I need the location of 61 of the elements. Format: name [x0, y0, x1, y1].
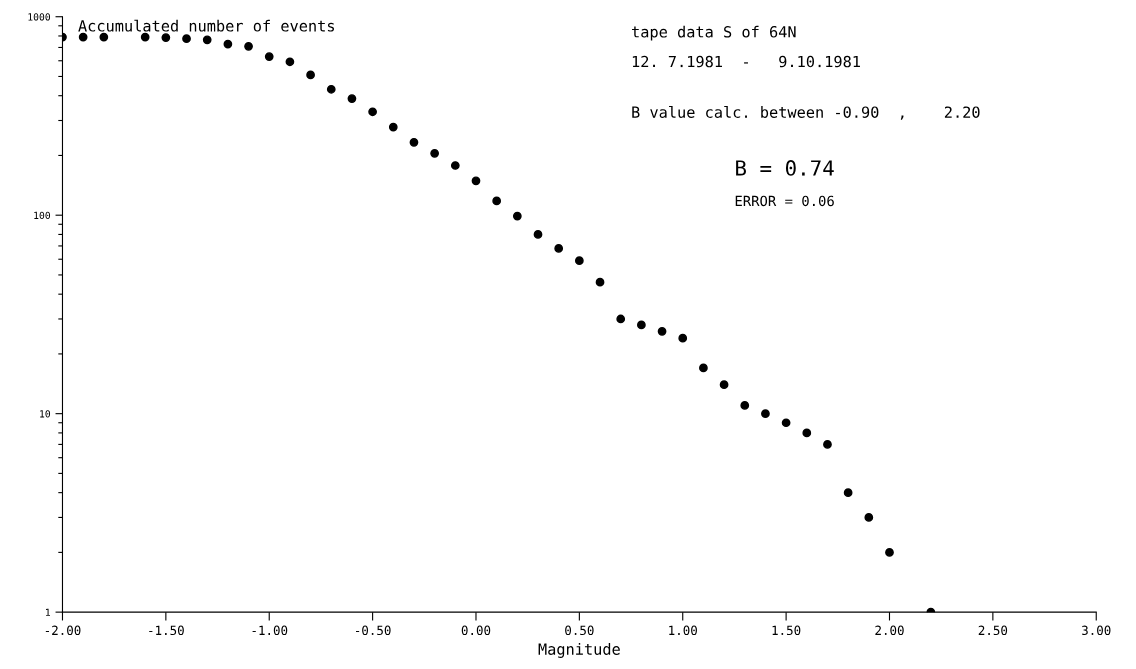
point [678, 333, 688, 343]
point [430, 148, 440, 158]
y-tick-label: 10 [40, 410, 51, 418]
x-axis-title: Magnitude [538, 643, 620, 658]
point [595, 277, 605, 287]
y-tick-label: 1000 [28, 13, 51, 21]
x-tick-label: 2.00 [875, 625, 904, 636]
point [409, 137, 419, 147]
x-tick-label: 3.00 [1082, 625, 1111, 636]
point [182, 34, 191, 44]
y-tick-label: 1 [45, 608, 51, 616]
x-tick-label: -1.50 [149, 625, 184, 636]
point [740, 401, 750, 410]
point [699, 363, 708, 373]
point [533, 230, 543, 239]
point [512, 211, 522, 221]
point [657, 326, 667, 336]
point [388, 122, 398, 132]
x-tick-label: 0.50 [565, 625, 594, 636]
point [492, 196, 502, 206]
point [140, 32, 150, 42]
point [347, 94, 357, 103]
point [306, 70, 315, 80]
x-tick-label: -2.00 [45, 625, 81, 636]
point [864, 513, 874, 522]
annotation: Accumulated number of events [78, 19, 335, 32]
point [244, 41, 253, 51]
x-tick-label: -1.00 [252, 625, 288, 636]
point [761, 409, 770, 419]
point [264, 52, 274, 61]
point [202, 35, 212, 45]
point [285, 57, 295, 67]
point [616, 314, 626, 324]
annotation: ERROR = 0.06 [735, 195, 834, 207]
point [823, 440, 832, 449]
x-tick-label: 1.50 [772, 625, 801, 636]
x-tick-label: -0.50 [355, 625, 391, 636]
annotation: tape data S of 64N [632, 25, 796, 41]
annotation: B = 0.74 [736, 160, 834, 176]
point [637, 320, 646, 330]
point [161, 33, 171, 42]
annotation: 12. 7.1981 - 9.10.1981 [632, 55, 860, 68]
point [802, 428, 812, 438]
point [223, 39, 233, 49]
point [471, 176, 481, 186]
x-tick-label: 2.50 [978, 625, 1008, 636]
point [368, 107, 377, 117]
point [719, 380, 729, 390]
point [885, 548, 894, 557]
point [450, 161, 460, 170]
y-tick-label: 100 [34, 211, 51, 220]
x-tick-label: 1.00 [669, 625, 697, 636]
point [843, 488, 853, 498]
x-tick-label: 0.00 [461, 625, 491, 636]
point [99, 32, 109, 42]
point [326, 84, 336, 94]
point [554, 244, 564, 253]
point [78, 32, 88, 42]
annotation: B value calc. between -0.90 , 2.20 [632, 106, 980, 120]
point [574, 256, 584, 266]
point [781, 418, 791, 428]
